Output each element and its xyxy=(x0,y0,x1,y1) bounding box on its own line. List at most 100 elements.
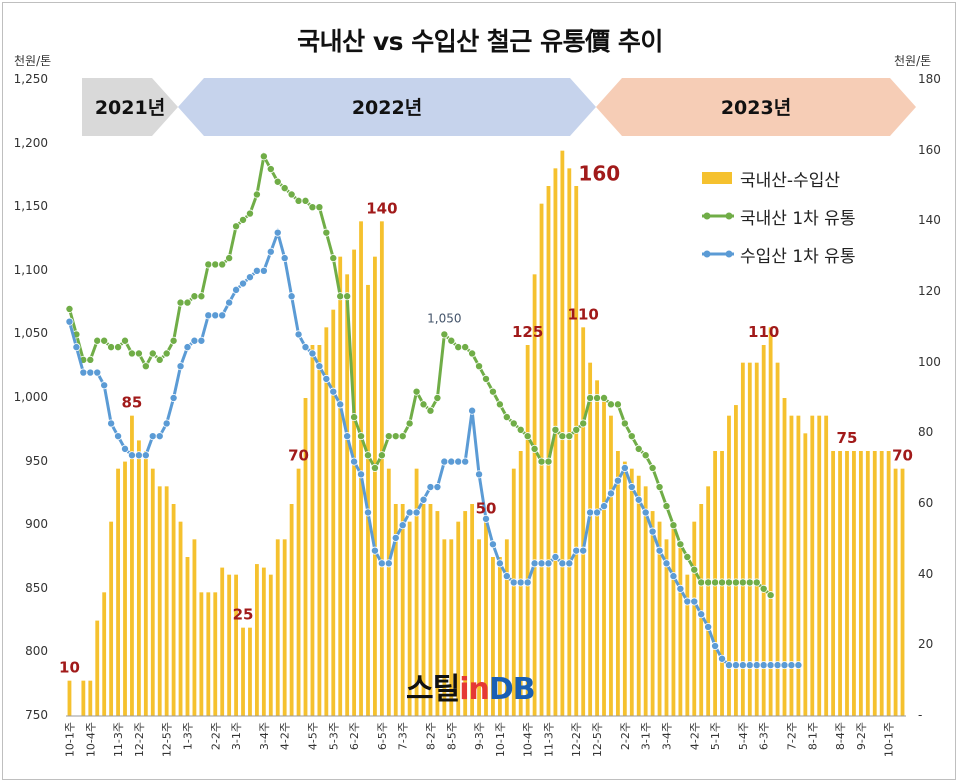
bar xyxy=(622,461,627,716)
imported-point xyxy=(773,661,782,670)
imported-point xyxy=(315,362,324,371)
domestic-point xyxy=(593,393,602,402)
imported-point xyxy=(169,393,178,402)
imported-point xyxy=(669,572,678,581)
bar xyxy=(595,380,599,716)
imported-point xyxy=(502,572,511,581)
imported-point xyxy=(662,559,671,568)
bar xyxy=(414,468,419,716)
imported-point xyxy=(190,336,199,345)
imported-point xyxy=(384,559,393,568)
domestic-point xyxy=(509,419,518,428)
imported-point xyxy=(718,654,727,663)
domestic-point xyxy=(350,413,359,422)
domestic-point xyxy=(558,432,567,441)
imported-point xyxy=(745,661,754,670)
domestic-point xyxy=(641,451,650,460)
imported-point xyxy=(613,476,622,485)
domestic-point xyxy=(197,292,206,301)
bar xyxy=(386,468,391,716)
domestic-point xyxy=(690,565,699,574)
domestic-point xyxy=(662,502,671,511)
imported-point xyxy=(537,559,546,568)
domestic-point xyxy=(648,463,657,472)
x-tick-label: 8-1주 xyxy=(806,722,819,750)
domestic-point xyxy=(766,591,775,600)
bar xyxy=(234,574,238,716)
bar xyxy=(477,539,481,716)
domestic-point xyxy=(440,330,449,339)
imported-point xyxy=(634,495,643,504)
imported-point xyxy=(363,508,372,517)
bar xyxy=(546,186,551,716)
domestic-point xyxy=(280,184,289,193)
domestic-point xyxy=(711,578,720,587)
imported-point xyxy=(148,432,157,441)
imported-point xyxy=(759,661,768,670)
bar xyxy=(803,433,808,716)
bar xyxy=(740,362,745,716)
imported-point xyxy=(600,502,609,511)
domestic-point xyxy=(245,209,254,218)
y-left-tick: 900 xyxy=(25,517,48,532)
left-axis-unit: 천원/톤 xyxy=(14,54,52,68)
domestic-point xyxy=(357,432,366,441)
imported-point xyxy=(370,546,379,555)
imported-point xyxy=(461,457,470,466)
imported-point xyxy=(141,451,150,460)
x-tick-label: 10-1주 xyxy=(883,722,896,757)
x-tick-label: 9-3주 xyxy=(473,722,486,750)
imported-point xyxy=(211,311,220,320)
domestic-point xyxy=(447,336,456,345)
imported-point xyxy=(551,553,560,562)
x-tick-label: 11-3주 xyxy=(542,722,555,757)
imported-point xyxy=(239,279,248,288)
domestic-point xyxy=(738,578,747,587)
bar xyxy=(768,327,773,716)
domestic-point xyxy=(759,584,768,593)
domestic-point xyxy=(86,355,95,364)
bar xyxy=(435,511,440,716)
domestic-point xyxy=(121,336,130,345)
x-tick-label: 3-4주 xyxy=(660,722,673,750)
x-tick-label: 6-3주 xyxy=(758,722,771,750)
y-right-tick: 80 xyxy=(918,425,934,440)
bar xyxy=(574,186,579,716)
bar xyxy=(428,504,433,716)
domestic-point xyxy=(634,444,643,453)
bar xyxy=(824,415,829,716)
y-left-tick: 1,150 xyxy=(13,199,48,214)
bar xyxy=(865,451,870,716)
imported-point xyxy=(391,533,400,542)
bar-value-label: 70 xyxy=(288,447,309,465)
bar xyxy=(338,256,343,716)
imported-point xyxy=(579,546,588,555)
legend-domestic-label: 국내산 1차 유통 xyxy=(740,209,856,229)
bar xyxy=(164,486,169,716)
domestic-point xyxy=(301,196,310,205)
y-right-tick: 20 xyxy=(918,637,934,652)
domestic-point xyxy=(155,355,164,364)
imported-point xyxy=(488,540,497,549)
x-tick-label: 12-5주 xyxy=(591,722,604,757)
bar xyxy=(407,521,412,716)
logo-part-k: 스틸 xyxy=(406,672,460,707)
imported-point xyxy=(454,457,463,466)
y-left-tick: 750 xyxy=(25,708,48,722)
bar-value-label: 110 xyxy=(568,305,599,323)
domestic-point xyxy=(461,343,470,352)
bar xyxy=(248,627,252,716)
domestic-point xyxy=(169,336,178,345)
bar xyxy=(289,504,294,716)
bar xyxy=(706,486,711,716)
legend-imported-swatch xyxy=(702,250,734,258)
bar xyxy=(241,627,245,716)
domestic-point xyxy=(600,393,609,402)
domestic-point xyxy=(481,374,490,383)
imported-point xyxy=(134,451,143,460)
domestic-point xyxy=(495,400,504,409)
domestic-point xyxy=(114,343,123,352)
bar xyxy=(532,274,537,716)
domestic-point xyxy=(287,190,296,199)
imported-point xyxy=(475,470,484,479)
